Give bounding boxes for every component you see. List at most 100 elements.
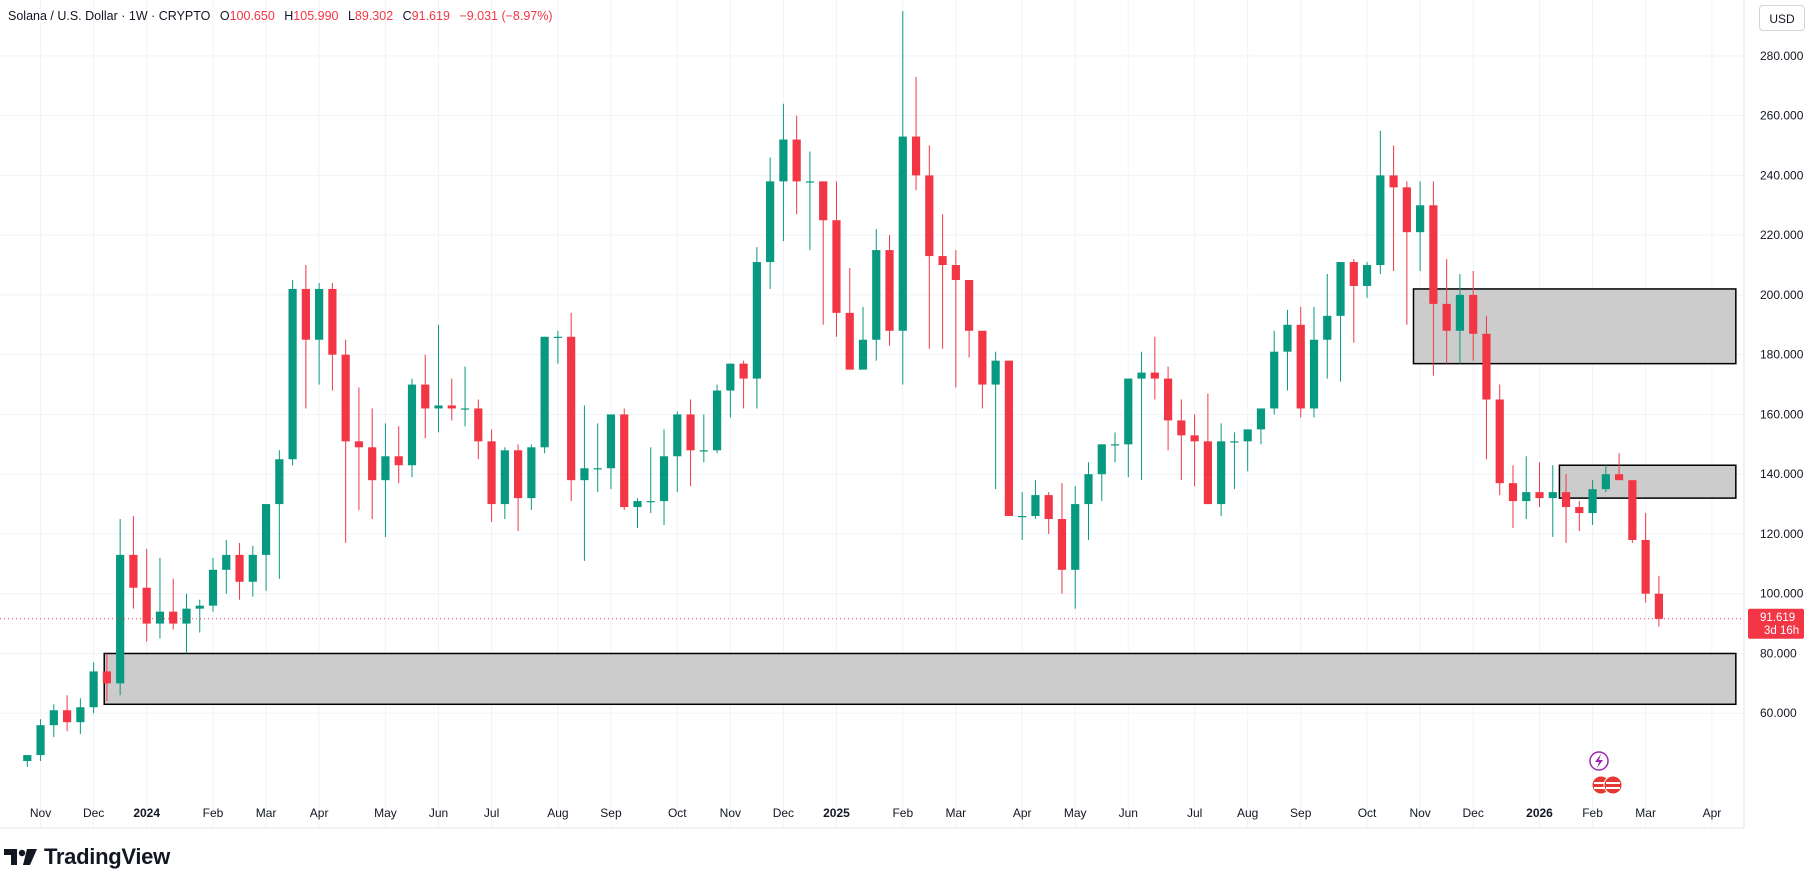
candle-body-48 — [659, 456, 669, 502]
tradingview-logo-icon — [4, 849, 37, 865]
candle-body-28 — [394, 456, 403, 466]
candle-body-90 — [1217, 441, 1226, 505]
candle-body-103 — [1389, 175, 1398, 188]
candle-body-74 — [1004, 360, 1014, 517]
candle-body-78 — [1057, 519, 1067, 570]
time-tick-label: May — [374, 806, 397, 820]
candle-body-39 — [540, 336, 549, 448]
last-price-tag-bg — [1748, 608, 1804, 639]
candle-body-25 — [354, 441, 364, 448]
candle-body-47 — [646, 501, 655, 503]
candle-body-69 — [938, 256, 947, 266]
time-tick-label: Apr — [1013, 806, 1032, 820]
last-price-tag: 91.619 3d 16h — [1748, 608, 1804, 639]
candle-body-88 — [1190, 435, 1199, 442]
time-tick-label: Aug — [1237, 806, 1258, 820]
time-tick-label: Aug — [547, 806, 568, 820]
candle-body-52 — [712, 390, 722, 451]
candle-body-20 — [288, 288, 297, 460]
time-tick-label: 2025 — [823, 806, 850, 820]
candle-body-23 — [328, 288, 337, 355]
candle-body-51 — [699, 450, 708, 452]
candle-body-4 — [76, 707, 85, 723]
candle-body-49 — [673, 414, 682, 457]
candle-body-38 — [527, 447, 536, 499]
zone-2 — [1412, 288, 1737, 365]
candle-body-22 — [315, 288, 324, 340]
candle-body-72 — [978, 330, 987, 385]
candle-body-58 — [792, 139, 801, 182]
candle-body-96 — [1296, 324, 1305, 409]
time-tick-label: Jul — [1187, 806, 1202, 820]
candle-body-113 — [1522, 492, 1531, 502]
candle-body-111 — [1495, 399, 1504, 484]
high-value: 105.990 — [293, 9, 339, 23]
candle-body-11 — [169, 611, 178, 624]
price-tick-label: 180.000 — [1760, 348, 1804, 362]
candle-body-118 — [1588, 489, 1597, 514]
price-tick-label: 200.000 — [1760, 288, 1804, 302]
candle-body-101 — [1362, 265, 1372, 286]
candle-body-14 — [208, 569, 218, 606]
time-tick-label: Dec — [83, 806, 104, 820]
time-tick-label: Nov — [720, 806, 741, 820]
change-value: −9.031 (−8.97%) — [459, 9, 553, 23]
candle-body-104 — [1402, 187, 1411, 233]
candle-body-66 — [898, 136, 907, 331]
candle-body-36 — [500, 450, 509, 505]
candle-body-8 — [129, 554, 138, 588]
us-flag-stripes-2 — [1594, 787, 1608, 789]
candle-body-99 — [1336, 262, 1345, 316]
candle-body-63 — [858, 339, 868, 370]
time-tick-label: Feb — [203, 806, 224, 820]
candle-body-116 — [1561, 492, 1571, 508]
price-tick-label: 160.000 — [1760, 407, 1804, 421]
price-tick-label: 120.000 — [1760, 527, 1804, 541]
low-value: 89.302 — [354, 9, 394, 23]
candle-body-95 — [1283, 324, 1292, 352]
time-tick-label: Dec — [773, 806, 794, 820]
candle-body-107 — [1442, 303, 1451, 331]
candle-body-17 — [248, 554, 257, 582]
candle-body-68 — [925, 175, 934, 257]
candle-body-3 — [62, 710, 72, 723]
time-tick-label: Nov — [30, 806, 51, 820]
candle-body-18 — [261, 504, 271, 555]
time-tick-label: Nov — [1409, 806, 1430, 820]
time-tick-label: Jun — [429, 806, 448, 820]
candle-body-42 — [580, 468, 589, 481]
candle-body-15 — [222, 554, 231, 570]
candle-body-53 — [726, 363, 735, 391]
countdown-label: 3d 16h — [1764, 625, 1799, 637]
candle-body-86 — [1163, 378, 1173, 421]
candle-body-54 — [739, 363, 748, 379]
candle-body-98 — [1323, 315, 1332, 340]
brand-name: TradingView — [44, 844, 170, 869]
currency-button[interactable]: USD — [1759, 5, 1805, 31]
candle-body-30 — [421, 384, 430, 409]
candles — [23, 11, 1663, 768]
lightning-icon — [1595, 754, 1603, 768]
close-value: 91.619 — [411, 9, 450, 23]
candle-body-13 — [195, 605, 204, 609]
candle-body-19 — [275, 459, 284, 505]
supply-demand-zones — [103, 288, 1737, 706]
tradingview-logo[interactable]: TradingView — [4, 844, 170, 870]
high-label: H — [284, 9, 294, 23]
candle-body-106 — [1429, 205, 1438, 304]
time-tick-label: Apr — [310, 806, 329, 820]
candle-body-117 — [1575, 507, 1584, 514]
us-flag-icon-2 — [1603, 775, 1623, 795]
event-icons[interactable] — [1589, 751, 1623, 795]
candle-body-24 — [341, 354, 350, 442]
time-tick-label: Feb — [892, 806, 913, 820]
candle-body-35 — [487, 441, 496, 505]
candle-body-71 — [965, 279, 974, 331]
candle-body-46 — [633, 501, 642, 508]
time-tick-label: Oct — [1358, 806, 1377, 820]
candle-body-0 — [23, 755, 32, 762]
candle-body-97 — [1309, 339, 1319, 409]
candle-body-105 — [1416, 205, 1425, 233]
zone-1 — [1558, 464, 1737, 499]
